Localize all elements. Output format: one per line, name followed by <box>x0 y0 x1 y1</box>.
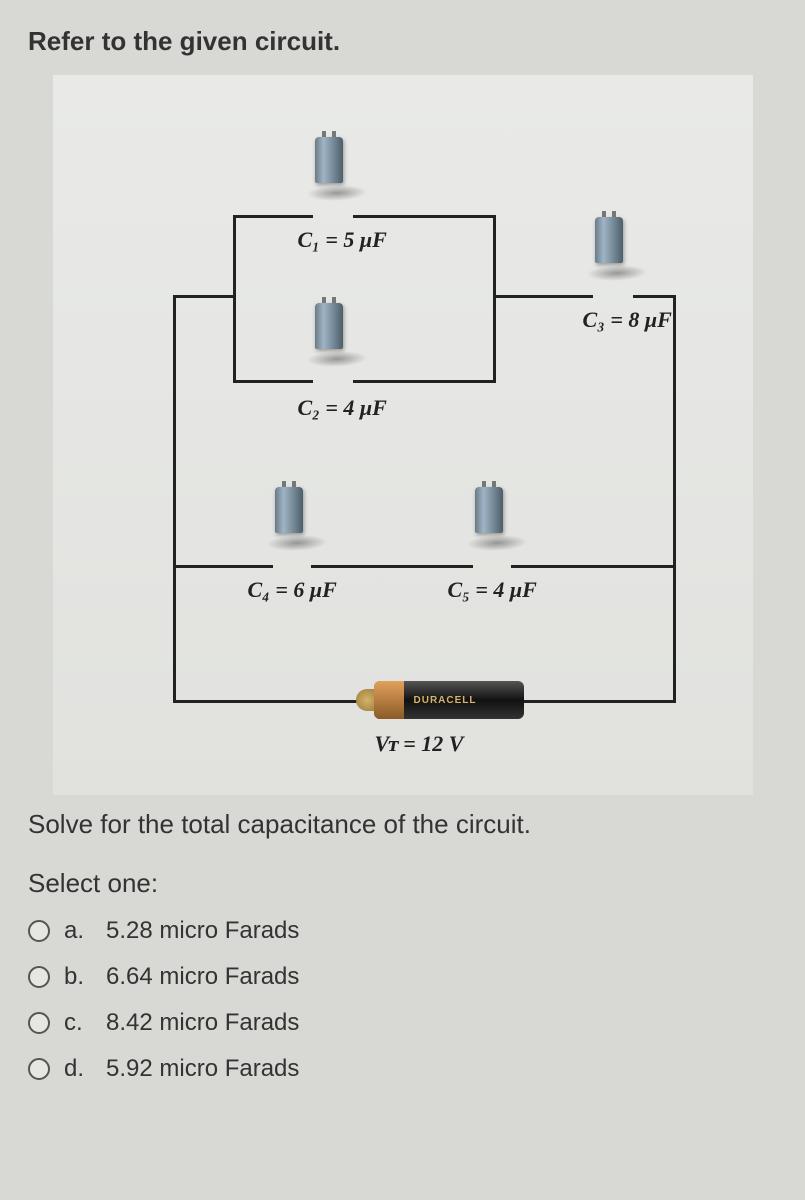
capacitor-c3 <box>595 217 623 263</box>
capacitor-c1 <box>315 137 343 183</box>
option-letter: d. <box>64 1055 92 1083</box>
question-text: Solve for the total capacitance of the c… <box>28 809 777 840</box>
radio-icon[interactable] <box>28 966 50 988</box>
option-text: 5.28 micro Farads <box>106 917 299 945</box>
option-c[interactable]: c. 8.42 micro Farads <box>28 1009 777 1037</box>
capacitor-c3-label: C₃ = 8 μF <box>583 307 672 333</box>
option-letter: b. <box>64 963 92 991</box>
instruction-text: Refer to the given circuit. <box>28 26 777 57</box>
radio-icon[interactable] <box>28 1012 50 1034</box>
option-text: 5.92 micro Farads <box>106 1055 299 1083</box>
battery-voltage-label: Vᴛ = 12 V <box>375 731 464 757</box>
battery: DURACELL <box>356 681 526 719</box>
option-a[interactable]: a. 5.28 micro Farads <box>28 917 777 945</box>
capacitor-c5-label: C₅ = 4 μF <box>448 577 537 603</box>
circuit-diagram: C₁ = 5 μF C₂ = 4 μF C₃ = 8 μF C₄ = 6 μF … <box>53 75 753 795</box>
select-one-label: Select one: <box>28 868 777 899</box>
radio-icon[interactable] <box>28 920 50 942</box>
capacitor-c4-label: C₄ = 6 μF <box>248 577 337 603</box>
option-letter: a. <box>64 917 92 945</box>
capacitor-c4 <box>275 487 303 533</box>
battery-brand: DURACELL <box>414 695 477 706</box>
option-d[interactable]: d. 5.92 micro Farads <box>28 1055 777 1083</box>
capacitor-c1-label: C₁ = 5 μF <box>298 227 387 253</box>
option-text: 8.42 micro Farads <box>106 1009 299 1037</box>
option-letter: c. <box>64 1009 92 1037</box>
options-list: a. 5.28 micro Farads b. 6.64 micro Farad… <box>28 917 777 1083</box>
radio-icon[interactable] <box>28 1058 50 1080</box>
capacitor-c2-label: C₂ = 4 μF <box>298 395 387 421</box>
option-b[interactable]: b. 6.64 micro Farads <box>28 963 777 991</box>
option-text: 6.64 micro Farads <box>106 963 299 991</box>
capacitor-c2 <box>315 303 343 349</box>
capacitor-c5 <box>475 487 503 533</box>
